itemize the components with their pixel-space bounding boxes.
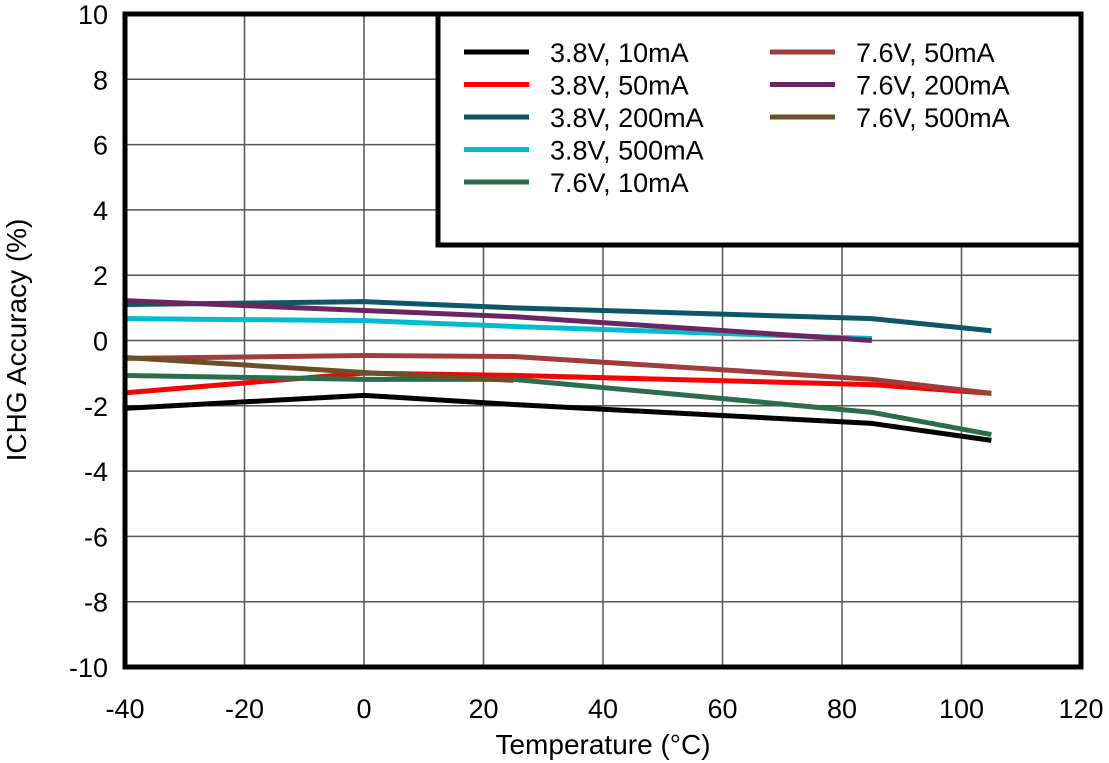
y-tick-label: 2 — [93, 261, 108, 291]
y-tick-label: 6 — [93, 131, 108, 161]
series-line-3 — [124, 316, 872, 342]
legend-label: 7.6V, 500mA — [856, 103, 1010, 133]
x-axis-label: Temperature (°C) — [495, 729, 710, 760]
x-tick-label: 80 — [827, 694, 857, 724]
y-tick-label: -2 — [84, 392, 108, 422]
x-tick-label: 60 — [707, 694, 737, 724]
series-line-5 — [124, 353, 992, 396]
series-line-7 — [124, 354, 514, 383]
y-tick-label: 4 — [93, 196, 108, 226]
x-tick-label: -40 — [105, 694, 144, 724]
legend-label: 7.6V, 10mA — [550, 168, 689, 198]
y-tick-label: -8 — [84, 588, 108, 618]
x-tick-label: 0 — [356, 694, 371, 724]
series-line-2 — [124, 299, 992, 334]
y-tick-label: -4 — [84, 457, 108, 487]
y-tick-label: 10 — [78, 0, 108, 30]
legend-box — [435, 11, 1084, 248]
x-tick-label: 20 — [468, 694, 498, 724]
legend-label: 3.8V, 10mA — [550, 38, 689, 68]
series-lines — [124, 298, 992, 443]
legend-label: 7.6V, 200mA — [856, 71, 1010, 101]
x-tick-label: -20 — [225, 694, 264, 724]
x-tick-label: 120 — [1058, 694, 1103, 724]
x-tick-label: 40 — [588, 694, 618, 724]
series-line-6 — [124, 298, 873, 343]
series-line-0 — [124, 392, 992, 443]
legend-label: 3.8V, 200mA — [550, 103, 704, 133]
legend-label: 3.8V, 50mA — [550, 71, 689, 101]
y-tick-label: 0 — [93, 327, 108, 357]
y-tick-label: -6 — [84, 522, 108, 552]
legend-label: 3.8V, 500mA — [550, 136, 704, 166]
legend-label: 7.6V, 50mA — [856, 38, 995, 68]
x-tick-label: 100 — [939, 694, 984, 724]
y-axis-label: ICHG Accuracy (%) — [1, 219, 32, 462]
y-tick-label: 8 — [93, 65, 108, 95]
y-tick-label: -10 — [69, 653, 108, 683]
